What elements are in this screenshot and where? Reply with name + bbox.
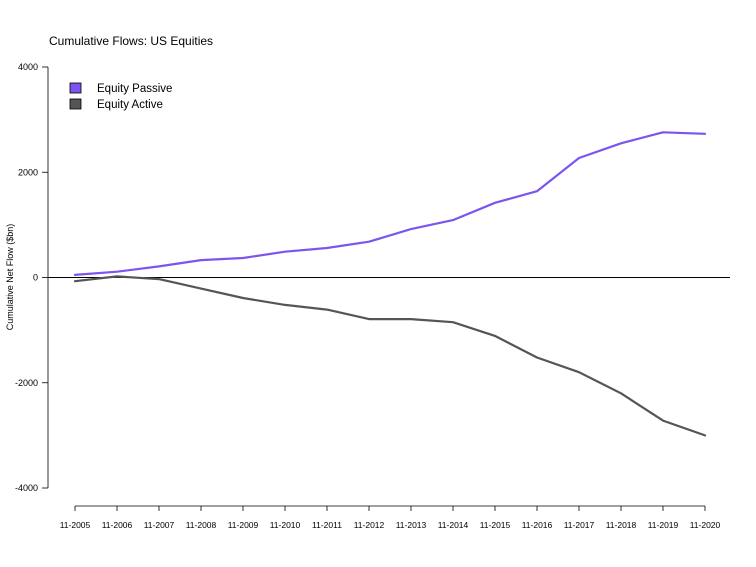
x-tick-label: 11-2012 <box>354 520 385 530</box>
series-lines <box>73 131 707 437</box>
x-tick-label: 11-2015 <box>480 520 511 530</box>
y-tick-label: 2000 <box>18 167 38 177</box>
legend: Equity Passive Equity Active <box>69 82 172 111</box>
x-tick-label: 11-2005 <box>60 520 91 530</box>
x-tick-label: 11-2014 <box>438 520 469 530</box>
legend-label-equity-active: Equity Active <box>97 99 163 111</box>
legend-label-equity-passive: Equity Passive <box>97 83 172 95</box>
y-tick-label: -4000 <box>15 483 38 493</box>
y-tick-label: 0 <box>33 273 38 283</box>
x-tick-label: 11-2013 <box>396 520 427 530</box>
x-tick-label: 11-2008 <box>186 520 217 530</box>
y-axis-label: Cumulative Net Flow ($bn) <box>5 224 15 331</box>
x-tick-label: 11-2018 <box>606 520 637 530</box>
x-tick-label: 11-2016 <box>522 520 553 530</box>
series-line-equity-active <box>73 275 707 437</box>
x-tick-label: 11-2010 <box>270 520 301 530</box>
x-tick-label: 11-2006 <box>102 520 133 530</box>
x-tick-label: 11-2020 <box>690 520 721 530</box>
x-tick-label: 11-2011 <box>312 520 342 530</box>
y-axis: -4000 -2000 0 2000 4000 <box>15 62 49 493</box>
legend-swatch-equity-active <box>69 98 82 110</box>
x-tick-label: 11-2017 <box>564 520 595 530</box>
chart-title: Cumulative Flows: US Equities <box>49 34 213 48</box>
x-tick-label: 11-2009 <box>228 520 259 530</box>
legend-swatch-equity-passive <box>69 82 82 94</box>
x-tick-label: 11-2007 <box>144 520 175 530</box>
x-axis: 11-2005 11-2006 11-2007 11-2008 11-2009 11-20… <box>60 505 721 530</box>
series-line-equity-passive <box>73 131 707 276</box>
y-tick-label: -2000 <box>15 378 38 388</box>
x-tick-label: 11-2019 <box>648 520 679 530</box>
y-tick-label: 4000 <box>18 62 38 72</box>
